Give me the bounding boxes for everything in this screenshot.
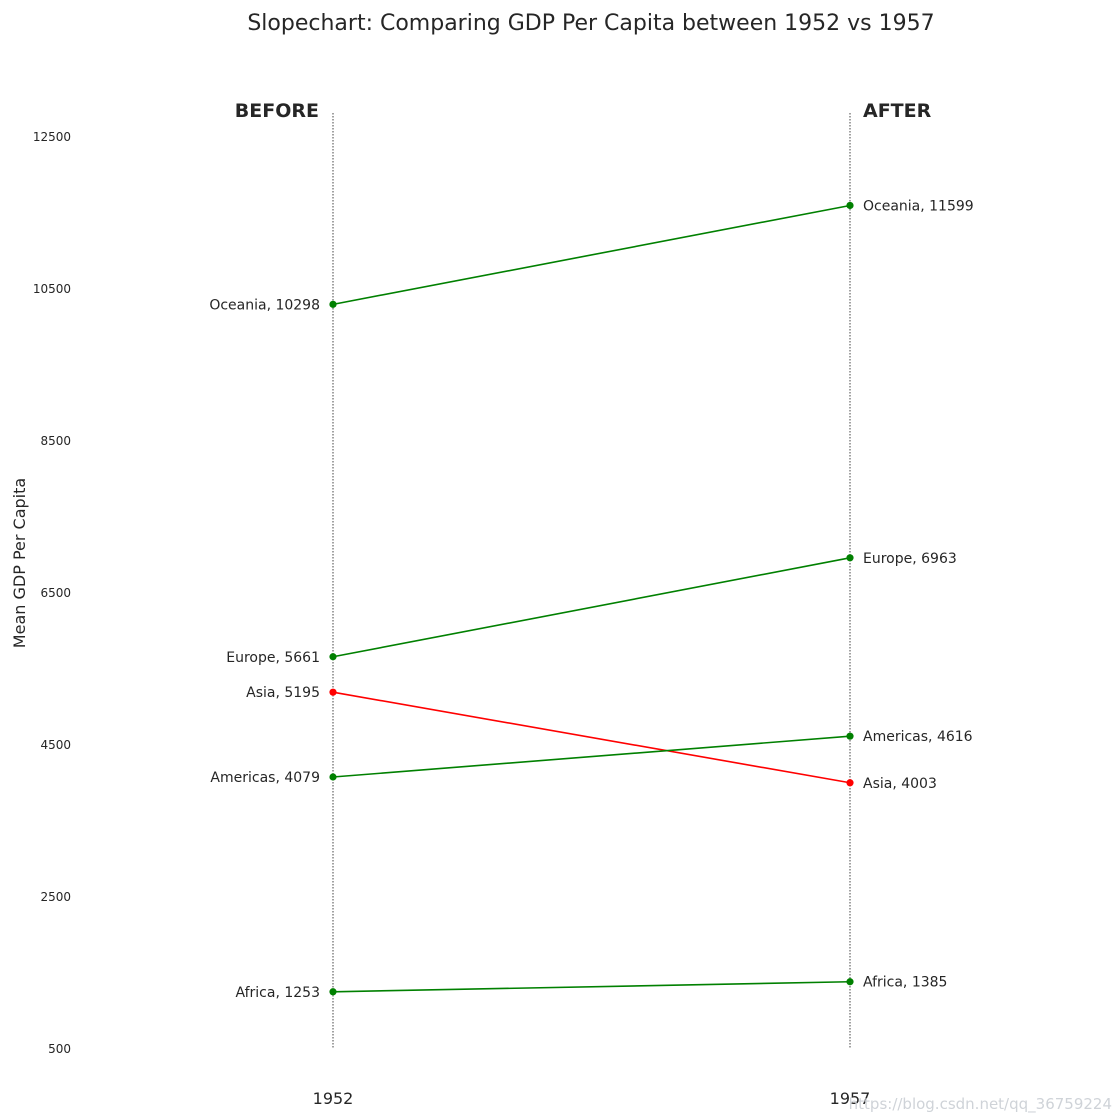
x-tick-label: 1952 — [313, 1089, 354, 1108]
series-oceania: Oceania, 10298 Oceania, 11599 — [209, 198, 973, 313]
series-europe: Europe, 5661 Europe, 6963 — [226, 551, 957, 666]
slope-line-asia — [332, 691, 851, 784]
slope-line-africa — [332, 980, 851, 993]
series-americas: Americas, 4079 Americas, 4616 — [210, 729, 972, 786]
slope-line-oceania — [332, 204, 851, 306]
after-header: AFTER — [863, 100, 932, 122]
point-europe-before — [329, 653, 337, 661]
y-tick-labels: 12500 10500 8500 6500 4500 2500 500 — [33, 130, 71, 1056]
point-oceania-before — [329, 300, 337, 308]
point-americas-before — [329, 773, 337, 781]
label-oceania-after: Oceania, 11599 — [863, 198, 974, 214]
y-tick-label: 10500 — [33, 282, 71, 296]
y-tick-label: 4500 — [40, 738, 71, 752]
label-africa-after: Africa, 1385 — [863, 975, 947, 991]
label-americas-before: Americas, 4079 — [210, 770, 320, 786]
slope-line-europe — [332, 557, 851, 658]
series-africa: Africa, 1253 Africa, 1385 — [236, 975, 948, 1001]
watermark: https://blog.csdn.net/qq_36759224 — [849, 1095, 1112, 1114]
label-americas-after: Americas, 4616 — [863, 729, 973, 745]
before-header: BEFORE — [235, 100, 319, 122]
y-tick-label: 12500 — [33, 130, 71, 144]
chart-title: Slopechart: Comparing GDP Per Capita bet… — [247, 11, 934, 36]
point-africa-before — [329, 988, 337, 996]
y-tick-label: 8500 — [40, 434, 71, 448]
point-asia-before — [329, 688, 337, 696]
label-europe-after: Europe, 6963 — [863, 551, 957, 567]
point-asia-after — [846, 779, 854, 787]
label-oceania-before: Oceania, 10298 — [209, 297, 320, 313]
y-tick-label: 2500 — [40, 890, 71, 904]
y-axis-label: Mean GDP Per Capita — [10, 478, 29, 648]
point-americas-after — [846, 732, 854, 740]
x-tick-label: 1957 — [830, 1089, 871, 1108]
label-asia-before: Asia, 5195 — [246, 685, 320, 701]
label-africa-before: Africa, 1253 — [236, 985, 320, 1001]
point-oceania-after — [846, 201, 854, 210]
point-africa-after — [846, 978, 854, 986]
y-tick-label: 500 — [48, 1042, 71, 1056]
point-europe-after — [846, 554, 854, 562]
vertical-guide-lines — [332, 113, 851, 1049]
label-asia-after: Asia, 4003 — [863, 776, 937, 792]
label-europe-before: Europe, 5661 — [226, 650, 320, 666]
y-tick-label: 6500 — [40, 586, 71, 600]
x-tick-labels: 1952 1957 — [313, 1089, 871, 1108]
series-asia: Asia, 5195 Asia, 4003 — [246, 685, 937, 792]
slope-lines: Oceania, 10298 Oceania, 11599 Europe, 5661… — [209, 198, 973, 1000]
slope-line-americas — [332, 735, 851, 778]
